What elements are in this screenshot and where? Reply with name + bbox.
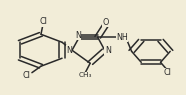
Text: N: N bbox=[66, 46, 72, 55]
Text: Cl: Cl bbox=[23, 71, 31, 80]
Text: NH: NH bbox=[116, 33, 128, 42]
Text: Cl: Cl bbox=[39, 17, 47, 26]
Text: Cl: Cl bbox=[164, 68, 172, 77]
Text: CH₃: CH₃ bbox=[79, 72, 92, 78]
Text: N: N bbox=[105, 46, 111, 55]
Text: N: N bbox=[75, 31, 81, 40]
Text: O: O bbox=[102, 18, 109, 27]
